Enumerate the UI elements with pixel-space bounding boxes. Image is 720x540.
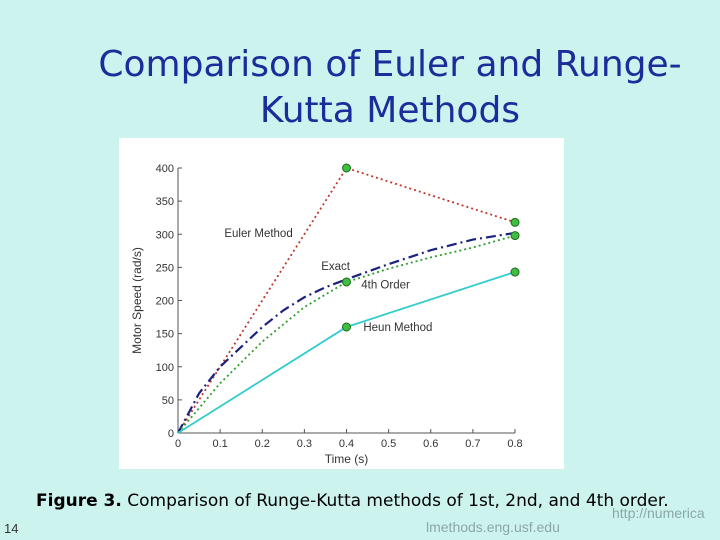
annotation-4th-order: 4th Order (361, 280, 410, 292)
figure-caption-text: Comparison of Runge-Kutta methods of 1st… (121, 491, 669, 511)
slide-number: 14 (4, 521, 19, 536)
y-tick-label: 200 (156, 296, 174, 308)
y-tick-label: 0 (168, 428, 174, 440)
motor-speed-chart: 0 0.1 0.2 0.3 0.4 0.5 0.6 0.7 0.8 0 50 100 150 200 250… (130, 163, 523, 466)
annotation-euler-method: Euler Method (224, 228, 292, 240)
x-tick-label: 0 (175, 438, 181, 450)
exact-line (177, 231, 516, 434)
chart-panel: 0 0.1 0.2 0.3 0.4 0.5 0.6 0.7 0.8 0 50 100 150 200 250… (119, 138, 564, 469)
x-tick-label: 0.5 (381, 438, 396, 450)
annotation-exact: Exact (321, 261, 351, 273)
heun-method-marker (342, 322, 351, 332)
footer-url-overlap: http://numerica (612, 505, 705, 521)
slide-title-line-1: Comparison of Euler and Runge- (98, 44, 682, 85)
x-tick-label: 0.1 (212, 438, 227, 450)
y-tick-label: 250 (156, 262, 174, 274)
y-axis-label: Motor Speed (rad/s) (130, 247, 144, 354)
euler-method-marker (510, 217, 520, 227)
y-tick-label: 50 (162, 395, 174, 407)
slide-title-line-2: Kutta Methods (259, 90, 521, 131)
annotation-heun-method: Heun Method (363, 322, 432, 334)
heun-method-marker (510, 267, 520, 277)
x-tick-label: 0.2 (255, 438, 270, 450)
x-tick-label: 0.7 (465, 438, 480, 450)
y-tick-label: 150 (156, 329, 174, 341)
footer-url: lmethods.eng.usf.edu (426, 519, 560, 535)
x-axis-label: Time (s) (325, 452, 369, 466)
euler-method-marker (342, 163, 351, 173)
slide-title: Comparison of Euler and Runge- Kutta Met… (90, 42, 690, 134)
x-tick-label: 0.8 (507, 438, 522, 450)
y-tick-label: 300 (156, 229, 174, 241)
x-tick-label: 0.6 (423, 438, 438, 450)
x-tick-label: 0.3 (297, 438, 312, 450)
y-tick-label: 100 (156, 362, 174, 374)
euler-method-line (177, 166, 516, 434)
4th-order-marker (510, 231, 520, 241)
x-tick-label: 0.4 (339, 438, 354, 450)
figure-caption-label: Figure 3. (36, 491, 122, 511)
figure-caption: Figure 3. Comparison of Runge-Kutta meth… (36, 491, 716, 511)
y-tick-label: 350 (156, 196, 174, 208)
4th-order-marker (342, 277, 351, 287)
y-tick-label: 400 (156, 163, 174, 175)
